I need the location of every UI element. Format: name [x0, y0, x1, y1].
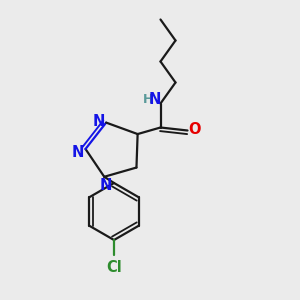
Text: Cl: Cl: [106, 260, 122, 275]
Text: N: N: [92, 114, 105, 129]
Text: N: N: [149, 92, 161, 107]
Text: N: N: [100, 178, 112, 193]
Text: H: H: [143, 93, 153, 106]
Text: N: N: [72, 145, 84, 160]
Text: O: O: [188, 122, 200, 136]
